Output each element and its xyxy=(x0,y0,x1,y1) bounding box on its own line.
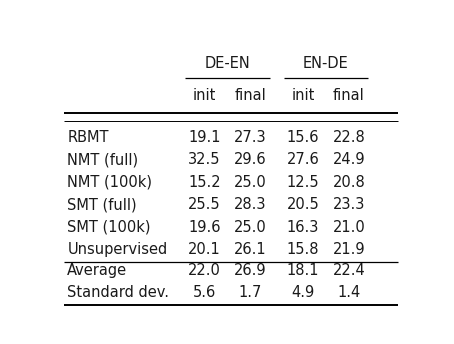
Text: init: init xyxy=(193,88,216,103)
Text: 5.6: 5.6 xyxy=(193,285,216,300)
Text: NMT (full): NMT (full) xyxy=(67,152,138,167)
Text: Standard dev.: Standard dev. xyxy=(67,285,169,300)
Text: 15.2: 15.2 xyxy=(188,175,221,190)
Text: 15.8: 15.8 xyxy=(287,242,319,257)
Text: 29.6: 29.6 xyxy=(234,152,266,167)
Text: 15.6: 15.6 xyxy=(287,130,319,145)
Text: 4.9: 4.9 xyxy=(291,285,315,300)
Text: 26.1: 26.1 xyxy=(234,242,266,257)
Text: init: init xyxy=(291,88,315,103)
Text: 28.3: 28.3 xyxy=(234,197,266,212)
Text: 19.6: 19.6 xyxy=(188,220,221,235)
Text: 22.8: 22.8 xyxy=(332,130,365,145)
Text: 21.9: 21.9 xyxy=(332,242,365,257)
Text: Unsupervised: Unsupervised xyxy=(67,242,168,257)
Text: 16.3: 16.3 xyxy=(287,220,319,235)
Text: Average: Average xyxy=(67,262,128,278)
Text: 26.9: 26.9 xyxy=(234,262,266,278)
Text: SMT (100k): SMT (100k) xyxy=(67,220,151,235)
Text: final: final xyxy=(333,88,365,103)
Text: 20.5: 20.5 xyxy=(286,197,320,212)
Text: 18.1: 18.1 xyxy=(287,262,319,278)
Text: 19.1: 19.1 xyxy=(188,130,221,145)
Text: final: final xyxy=(234,88,266,103)
Text: 25.5: 25.5 xyxy=(188,197,221,212)
Text: SMT (full): SMT (full) xyxy=(67,197,137,212)
Text: 20.8: 20.8 xyxy=(332,175,365,190)
Text: DE-EN: DE-EN xyxy=(204,56,250,71)
Text: 20.1: 20.1 xyxy=(188,242,221,257)
Text: NMT (100k): NMT (100k) xyxy=(67,175,152,190)
Text: 21.0: 21.0 xyxy=(332,220,365,235)
Text: 27.6: 27.6 xyxy=(286,152,320,167)
Text: 25.0: 25.0 xyxy=(234,175,266,190)
Text: 22.4: 22.4 xyxy=(332,262,365,278)
Text: 22.0: 22.0 xyxy=(188,262,221,278)
Text: 12.5: 12.5 xyxy=(287,175,319,190)
Text: 32.5: 32.5 xyxy=(188,152,221,167)
Text: EN-DE: EN-DE xyxy=(303,56,349,71)
Text: 1.4: 1.4 xyxy=(337,285,360,300)
Text: 27.3: 27.3 xyxy=(234,130,266,145)
Text: 1.7: 1.7 xyxy=(239,285,262,300)
Text: 23.3: 23.3 xyxy=(333,197,365,212)
Text: 24.9: 24.9 xyxy=(332,152,365,167)
Text: RBMT: RBMT xyxy=(67,130,109,145)
Text: 25.0: 25.0 xyxy=(234,220,266,235)
